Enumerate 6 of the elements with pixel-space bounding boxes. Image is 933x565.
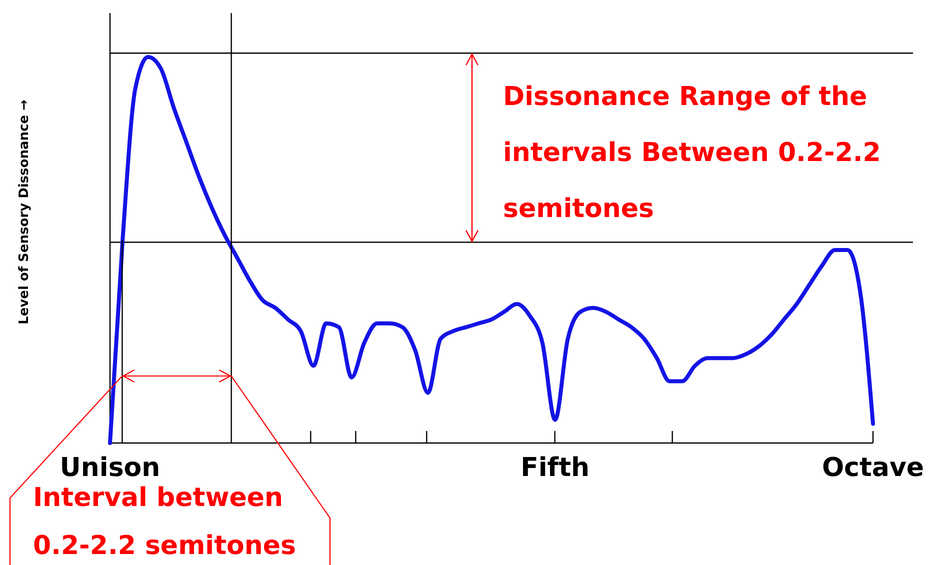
y-axis-title: Level of Sensory Dissonance → [17,99,32,324]
x-tick-label: Octave [822,453,924,483]
x-tick-label: Unison [60,453,160,483]
annotation: Dissonance Range of the intervals Between 0.2-2.2 semitones [503,82,881,224]
x-tick-label: Fifth [520,453,590,483]
text: Interval between 0.2-2.2 semitones [33,483,296,561]
